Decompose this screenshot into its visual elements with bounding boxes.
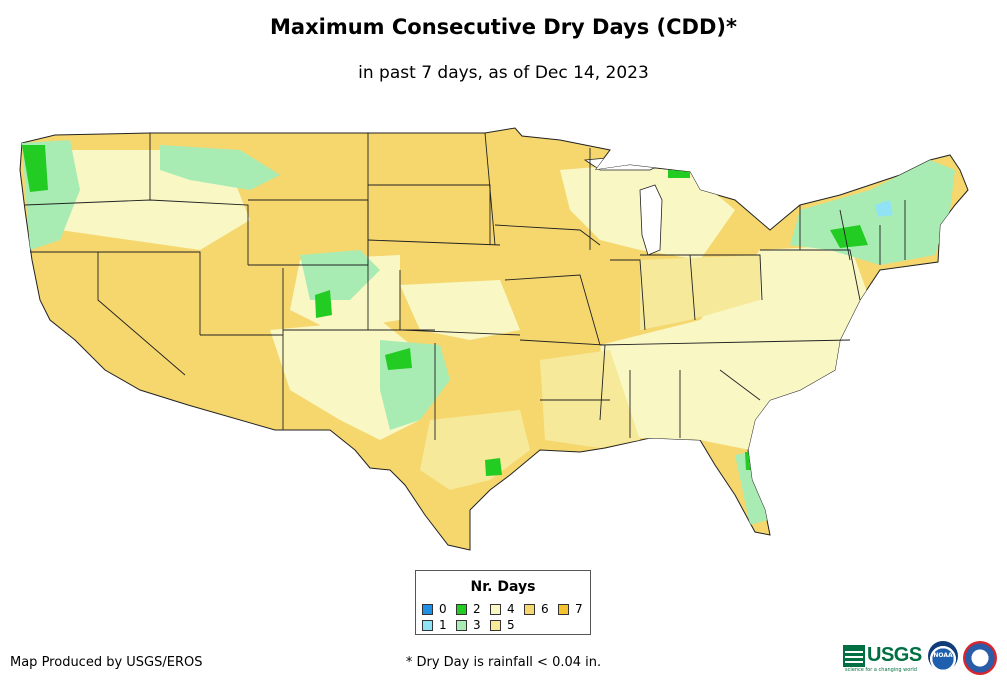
- legend-item-2: 2: [456, 602, 481, 616]
- region-3-days-newengland: [790, 160, 955, 265]
- legend-label-7: 7: [575, 602, 583, 616]
- nws-logo: [963, 641, 997, 675]
- usgs-tagline: science for a changing world: [845, 667, 917, 673]
- legend-swatch-1: [422, 619, 433, 631]
- legend-swatch-6: [524, 603, 535, 615]
- legend-label-3: 3: [473, 618, 481, 632]
- legend-label-5: 5: [507, 618, 515, 632]
- lake-michigan: [639, 184, 663, 256]
- legend-label-2: 2: [473, 602, 481, 616]
- map-credit: Map Produced by USGS/EROS: [10, 655, 203, 670]
- region-3-days-idaho: [160, 145, 280, 190]
- footnote: * Dry Day is rainfall < 0.04 in.: [405, 655, 602, 670]
- region-2-days-newmexico: [385, 348, 412, 370]
- region-5-days-ohio: [640, 255, 760, 330]
- legend-swatch-7: [558, 603, 569, 615]
- noaa-logo: NOAA: [928, 641, 958, 671]
- legend-item-6: 6: [524, 602, 549, 616]
- legend-swatch-0: [422, 603, 433, 615]
- legend-item-1: 1: [422, 618, 447, 632]
- legend-label-1: 1: [439, 618, 447, 632]
- region-2-days-colorado: [315, 290, 332, 318]
- legend-item-5: 5: [490, 618, 515, 632]
- map-subtitle: in past 7 days, as of Dec 14, 2023: [358, 63, 649, 83]
- map-title: Maximum Consecutive Dry Days (CDD)*: [270, 15, 737, 39]
- legend-label-6: 6: [541, 602, 549, 616]
- region-4-days-plains: [400, 280, 520, 340]
- legend-item-3: 3: [456, 618, 481, 632]
- legend-title: Nr. Days: [470, 579, 536, 595]
- legend-label-4: 4: [507, 602, 515, 616]
- legend-item-4: 4: [490, 602, 515, 616]
- legend-swatch-4: [490, 603, 501, 615]
- legend-swatch-5: [490, 619, 501, 631]
- region-2-days-newengland: [830, 225, 868, 248]
- legend-label-0: 0: [439, 602, 447, 616]
- legend: Nr. Days 0 1 2 3 4 5 6: [415, 570, 591, 635]
- usgs-wave-icon: [843, 644, 865, 667]
- region-2-days-texas: [485, 458, 502, 476]
- legend-item-0: 0: [422, 602, 447, 616]
- legend-item-7: 7: [558, 602, 583, 616]
- region-3-days-colorado: [300, 250, 380, 300]
- agency-logos: USGS science for a changing world NOAA: [843, 637, 1003, 682]
- region-1-day-newengland: [875, 200, 893, 217]
- noaa-label: NOAA: [933, 652, 953, 659]
- state-borders: [24, 132, 906, 440]
- region-2-days-washington: [22, 145, 48, 192]
- region-5-days-south: [540, 350, 640, 448]
- region-5-days-texas: [420, 410, 530, 490]
- legend-swatch-3: [456, 619, 467, 631]
- usgs-wordmark: USGS: [867, 644, 922, 666]
- usgs-logo: USGS: [843, 644, 922, 667]
- region-2-days-michigan: [668, 170, 690, 178]
- legend-swatch-2: [456, 603, 467, 615]
- region-4-days-east: [600, 245, 870, 450]
